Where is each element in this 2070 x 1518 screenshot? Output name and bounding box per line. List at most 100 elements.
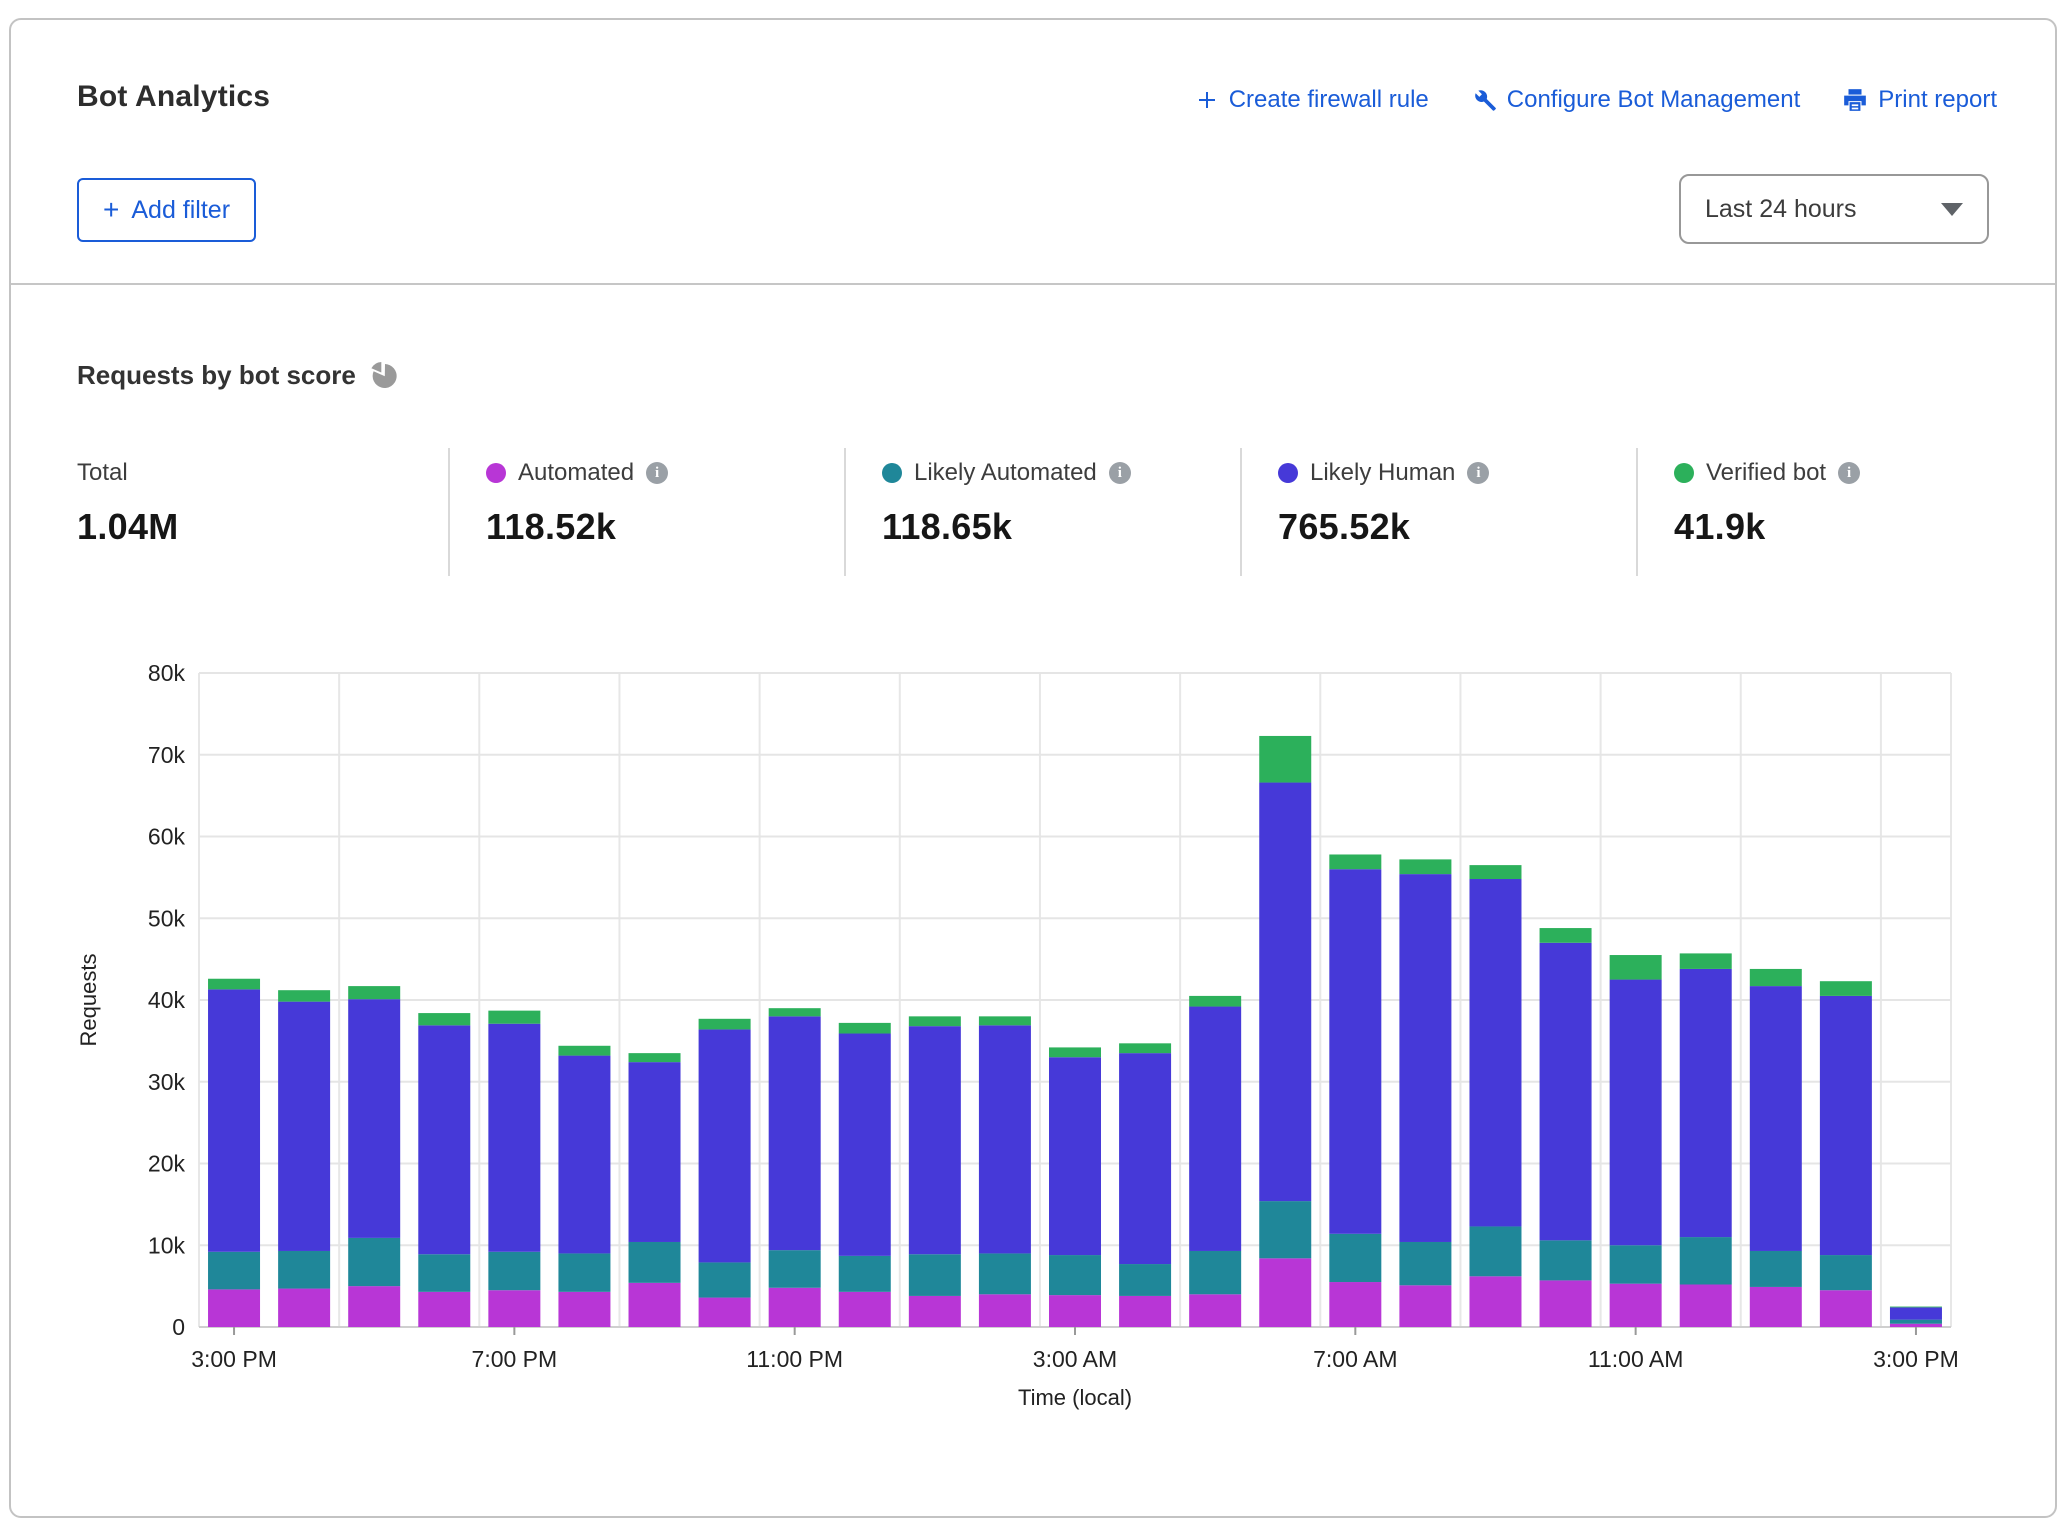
bar-segment — [1680, 1237, 1732, 1284]
section-title: Requests by bot score — [77, 360, 356, 391]
print-report-link[interactable]: Print report — [1842, 86, 1997, 114]
stats-row: Total 1.04M Automated i 118.52k Likely A… — [77, 448, 1997, 576]
bar-segment — [629, 1062, 681, 1242]
stat-verified-bot-value: 41.9k — [1674, 506, 1860, 548]
header-actions: Create firewall rule Configure Bot Manag… — [1195, 86, 1997, 114]
bar-segment — [1399, 874, 1451, 1242]
stat-likely-human: Likely Human i 765.52k — [1240, 448, 1636, 576]
bar-segment — [1469, 1276, 1521, 1327]
bar-segment — [558, 1056, 610, 1254]
bar-segment — [1890, 1324, 1942, 1327]
bar-segment — [1750, 969, 1802, 986]
wrench-icon — [1471, 87, 1497, 113]
bar-segment — [1399, 1242, 1451, 1285]
svg-text:20k: 20k — [148, 1151, 186, 1177]
create-firewall-rule-link[interactable]: Create firewall rule — [1195, 86, 1429, 114]
likely-human-dot-icon — [1278, 463, 1298, 483]
page-title: Bot Analytics — [77, 80, 270, 114]
bar-segment — [1890, 1320, 1942, 1324]
info-icon[interactable]: i — [1838, 462, 1860, 484]
bar-segment — [418, 1292, 470, 1327]
svg-text:80k: 80k — [148, 660, 186, 686]
bar-segment — [1329, 1234, 1381, 1282]
svg-text:50k: 50k — [148, 905, 186, 931]
bar-segment — [769, 1250, 821, 1288]
stat-automated-value: 118.52k — [486, 506, 808, 548]
bar-segment — [769, 1008, 821, 1016]
svg-text:70k: 70k — [148, 742, 186, 768]
add-filter-button[interactable]: + Add filter — [77, 178, 256, 242]
requests-by-bot-score-chart[interactable]: 010k20k30k40k50k60k70k80k3:00 PM7:00 PM1… — [66, 658, 2006, 1414]
bar-segment — [278, 1289, 330, 1327]
bar-segment — [1540, 943, 1592, 1241]
automated-dot-icon — [486, 463, 506, 483]
bar-segment — [1680, 953, 1732, 969]
bar-segment — [629, 1283, 681, 1327]
bar-segment — [1049, 1057, 1101, 1255]
bar-segment — [1820, 1255, 1872, 1290]
svg-text:40k: 40k — [148, 987, 186, 1013]
bar-segment — [348, 1286, 400, 1327]
bar-segment — [1469, 879, 1521, 1226]
bar-segment — [488, 1290, 540, 1327]
bar-segment — [1610, 1245, 1662, 1283]
bar-segment — [1680, 969, 1732, 1237]
bar-segment — [1049, 1255, 1101, 1295]
bar-segment — [1119, 1264, 1171, 1296]
bar-segment — [348, 986, 400, 999]
bar-segment — [348, 1238, 400, 1286]
info-icon[interactable]: i — [1109, 462, 1131, 484]
bar-segment — [909, 1254, 961, 1296]
add-filter-label: Add filter — [131, 196, 230, 225]
bar-segment — [418, 1254, 470, 1292]
bar-segment — [1750, 1287, 1802, 1327]
bar-segment — [1189, 1294, 1241, 1327]
bar-segment — [979, 1016, 1031, 1025]
bar-segment — [769, 1288, 821, 1327]
bar-segment — [839, 1292, 891, 1327]
stat-automated: Automated i 118.52k — [448, 448, 844, 576]
bar-segment — [1820, 981, 1872, 996]
pie-chart-icon — [370, 362, 398, 390]
bar-segment — [418, 1025, 470, 1254]
bar-segment — [979, 1253, 1031, 1294]
printer-icon — [1842, 87, 1868, 113]
info-icon[interactable]: i — [646, 462, 668, 484]
bar-segment — [558, 1046, 610, 1056]
stat-automated-label: Automated — [518, 459, 634, 487]
bar-segment — [839, 1256, 891, 1292]
info-icon[interactable]: i — [1467, 462, 1489, 484]
stat-total-label: Total — [77, 459, 128, 487]
bar-segment — [418, 1013, 470, 1025]
bar-segment — [278, 1251, 330, 1289]
bar-segment — [1469, 1226, 1521, 1276]
bar-segment — [208, 1252, 260, 1290]
stat-likely-automated-value: 118.65k — [882, 506, 1204, 548]
bar-segment — [1680, 1284, 1732, 1327]
header: Bot Analytics Create firewall rule Confi… — [11, 20, 2055, 285]
bar-segment — [1189, 1251, 1241, 1294]
bar-segment — [699, 1298, 751, 1327]
bar-segment — [488, 1024, 540, 1252]
bar-segment — [1820, 996, 1872, 1255]
configure-bot-management-link[interactable]: Configure Bot Management — [1471, 86, 1801, 114]
bar-segment — [1189, 996, 1241, 1007]
svg-text:3:00 PM: 3:00 PM — [191, 1346, 277, 1372]
bar-segment — [278, 1002, 330, 1251]
bar-segment — [979, 1294, 1031, 1327]
bar-segment — [1259, 1258, 1311, 1327]
stat-total-value: 1.04M — [77, 506, 412, 548]
bar-segment — [979, 1025, 1031, 1253]
bar-segment — [208, 1289, 260, 1327]
svg-text:0: 0 — [172, 1314, 185, 1340]
bar-segment — [1540, 1240, 1592, 1280]
plus-icon — [1195, 88, 1219, 112]
bar-segment — [1329, 854, 1381, 869]
bar-segment — [348, 999, 400, 1238]
bar-segment — [1890, 1307, 1942, 1308]
bar-segment — [1259, 1201, 1311, 1258]
bot-analytics-card: Bot Analytics Create firewall rule Confi… — [9, 18, 2057, 1518]
bar-segment — [1750, 986, 1802, 1251]
svg-text:7:00 AM: 7:00 AM — [1313, 1346, 1397, 1372]
time-range-dropdown[interactable]: Last 24 hours — [1679, 174, 1989, 244]
